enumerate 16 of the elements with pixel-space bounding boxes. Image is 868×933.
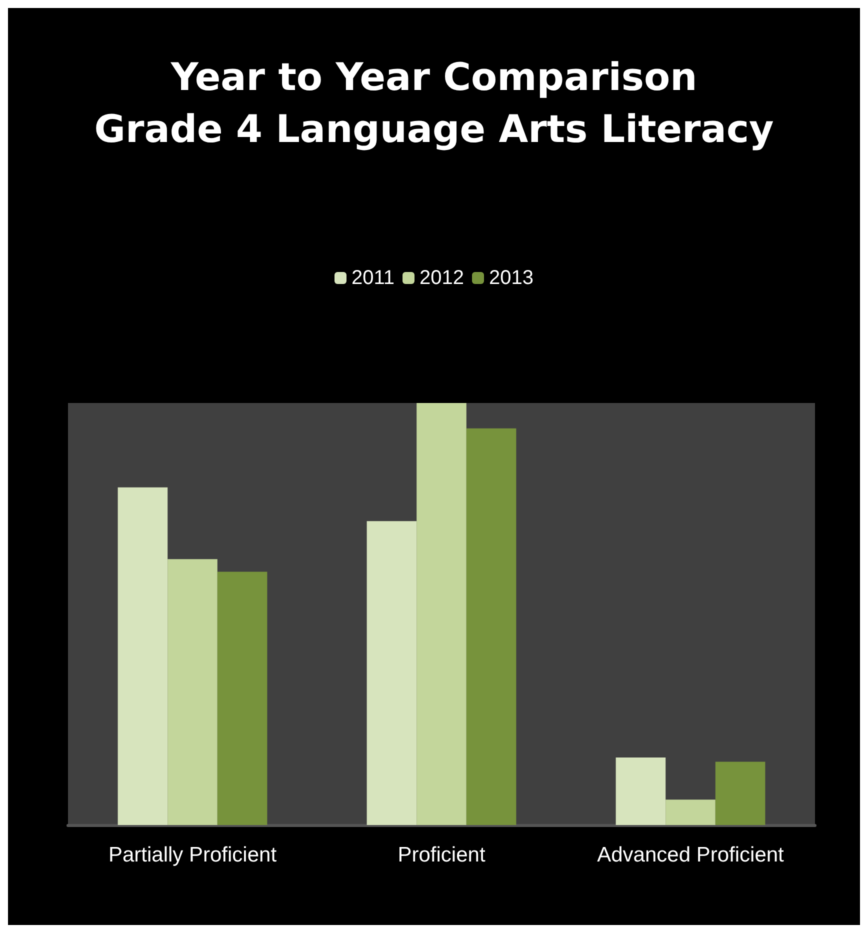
bar [217,572,268,825]
bar [168,559,218,825]
bar [416,403,466,825]
bar [366,521,417,825]
bar [715,762,766,825]
legend-label: 2012 [420,267,464,289]
bar [616,757,666,825]
bar [666,800,716,825]
x-tick-label: Proficient [398,844,486,866]
legend-label: 2011 [352,267,395,289]
bar [466,428,516,825]
chart-title: Year to Year Comparison Grade 4 Language Arts Literacy [94,55,774,151]
x-tick-label: Partially Proficient [108,844,277,866]
bar [118,487,168,825]
x-tick-label: Advanced Proficient [597,844,784,866]
legend-label: 2013 [489,267,534,289]
